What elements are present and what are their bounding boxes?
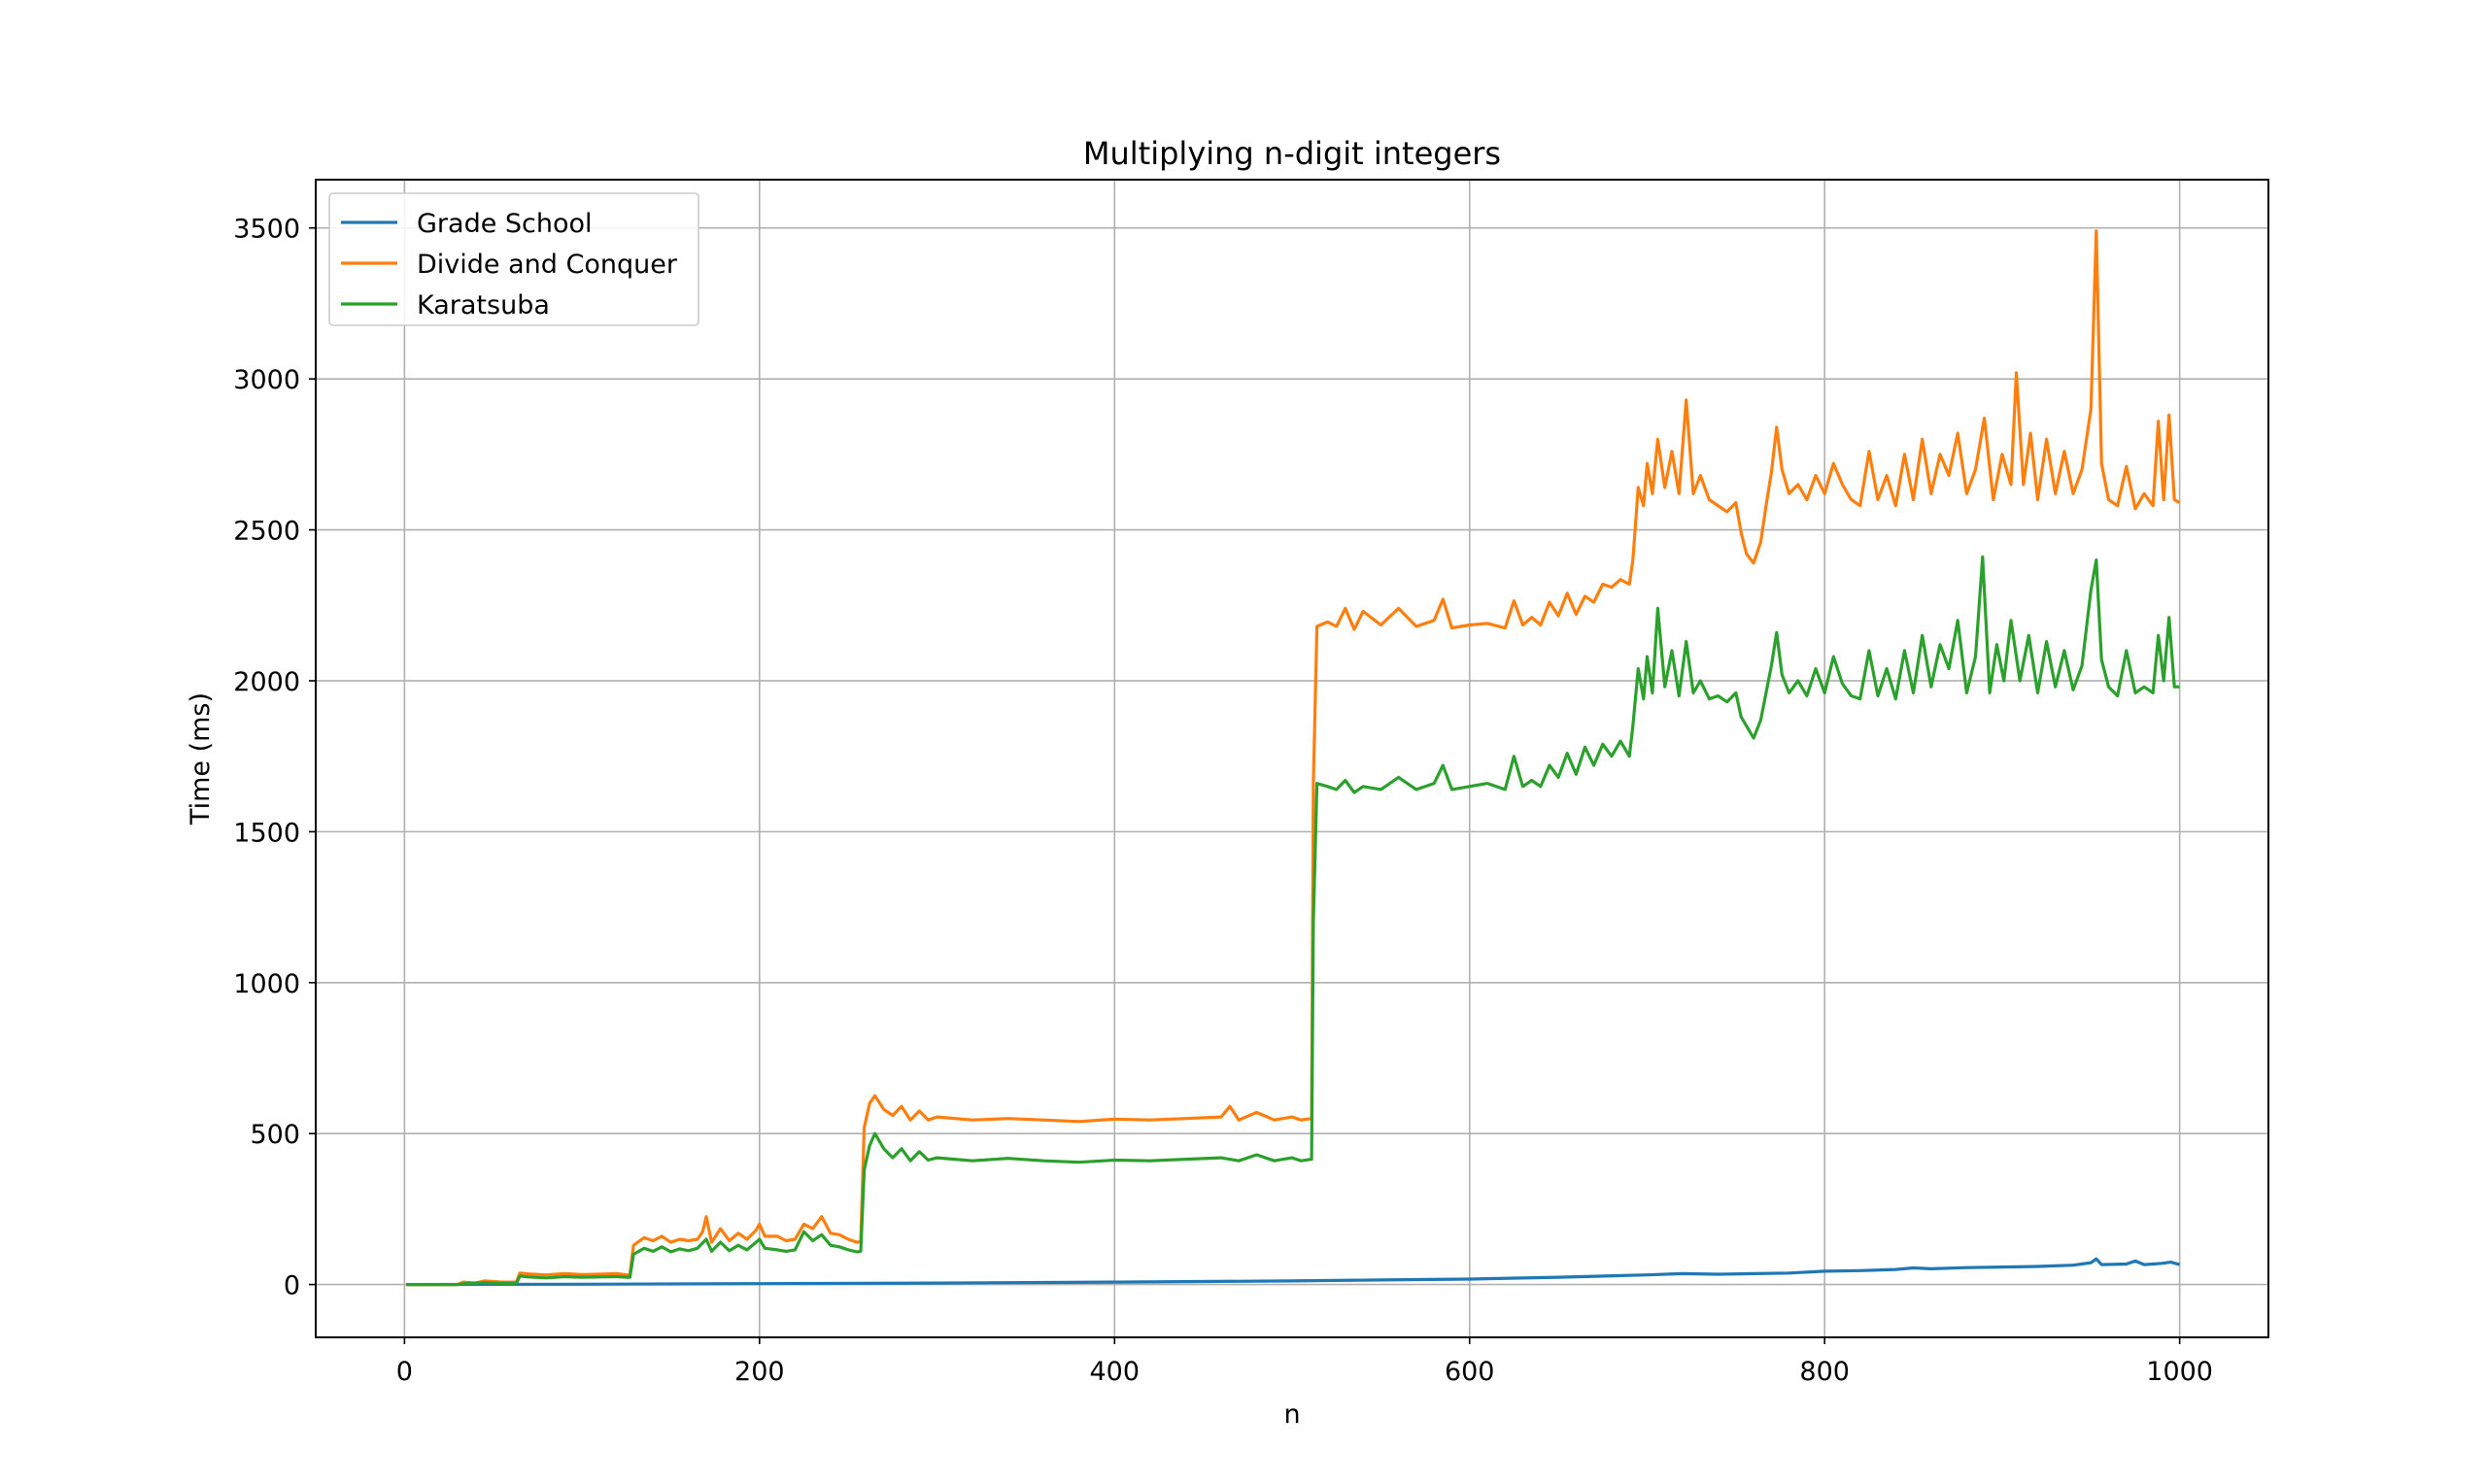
y-tick-label: 2000 <box>233 667 300 697</box>
series-line-karatsuba <box>406 555 2180 1287</box>
legend-box <box>328 192 699 326</box>
grid-layer <box>316 180 2268 1337</box>
y-tick-label: 500 <box>250 1120 300 1150</box>
chart-title: Multiplying n-digit integers <box>1083 135 1501 172</box>
legend: Grade School Divide and Conquer Karatsuba <box>328 192 699 326</box>
x-tick-label: 200 <box>734 1357 785 1387</box>
x-tick-label: 600 <box>1445 1357 1495 1387</box>
x-tick-label: 800 <box>1799 1357 1850 1387</box>
x-tick-label: 0 <box>396 1357 413 1387</box>
plot-frame <box>315 179 2269 1338</box>
y-tick-label: 3500 <box>233 215 300 245</box>
y-axis-label: Time (ms) <box>186 692 216 826</box>
legend-label: Grade School <box>417 209 593 239</box>
series-line-grade-school <box>406 1257 2181 1287</box>
x-axis-label: n <box>1283 1400 1300 1430</box>
y-tick-label: 3000 <box>233 365 300 395</box>
series-line-divide-and-conquer <box>406 229 2181 1287</box>
x-tick-label: 1000 <box>2146 1357 2213 1387</box>
y-tick-label: 2500 <box>233 517 300 547</box>
legend-label: Divide and Conquer <box>417 250 678 280</box>
series-layer <box>406 229 2181 1287</box>
y-tick-label: 0 <box>284 1271 300 1301</box>
tick-layer: 0 200 400 600 800 1000 0 500 1000 1500 2000 2500 300… <box>233 215 2213 1387</box>
legend-label: Karatsuba <box>417 290 550 320</box>
y-tick-label: 1000 <box>233 969 300 999</box>
y-tick-label: 1500 <box>233 818 300 848</box>
x-tick-label: 400 <box>1089 1357 1140 1387</box>
